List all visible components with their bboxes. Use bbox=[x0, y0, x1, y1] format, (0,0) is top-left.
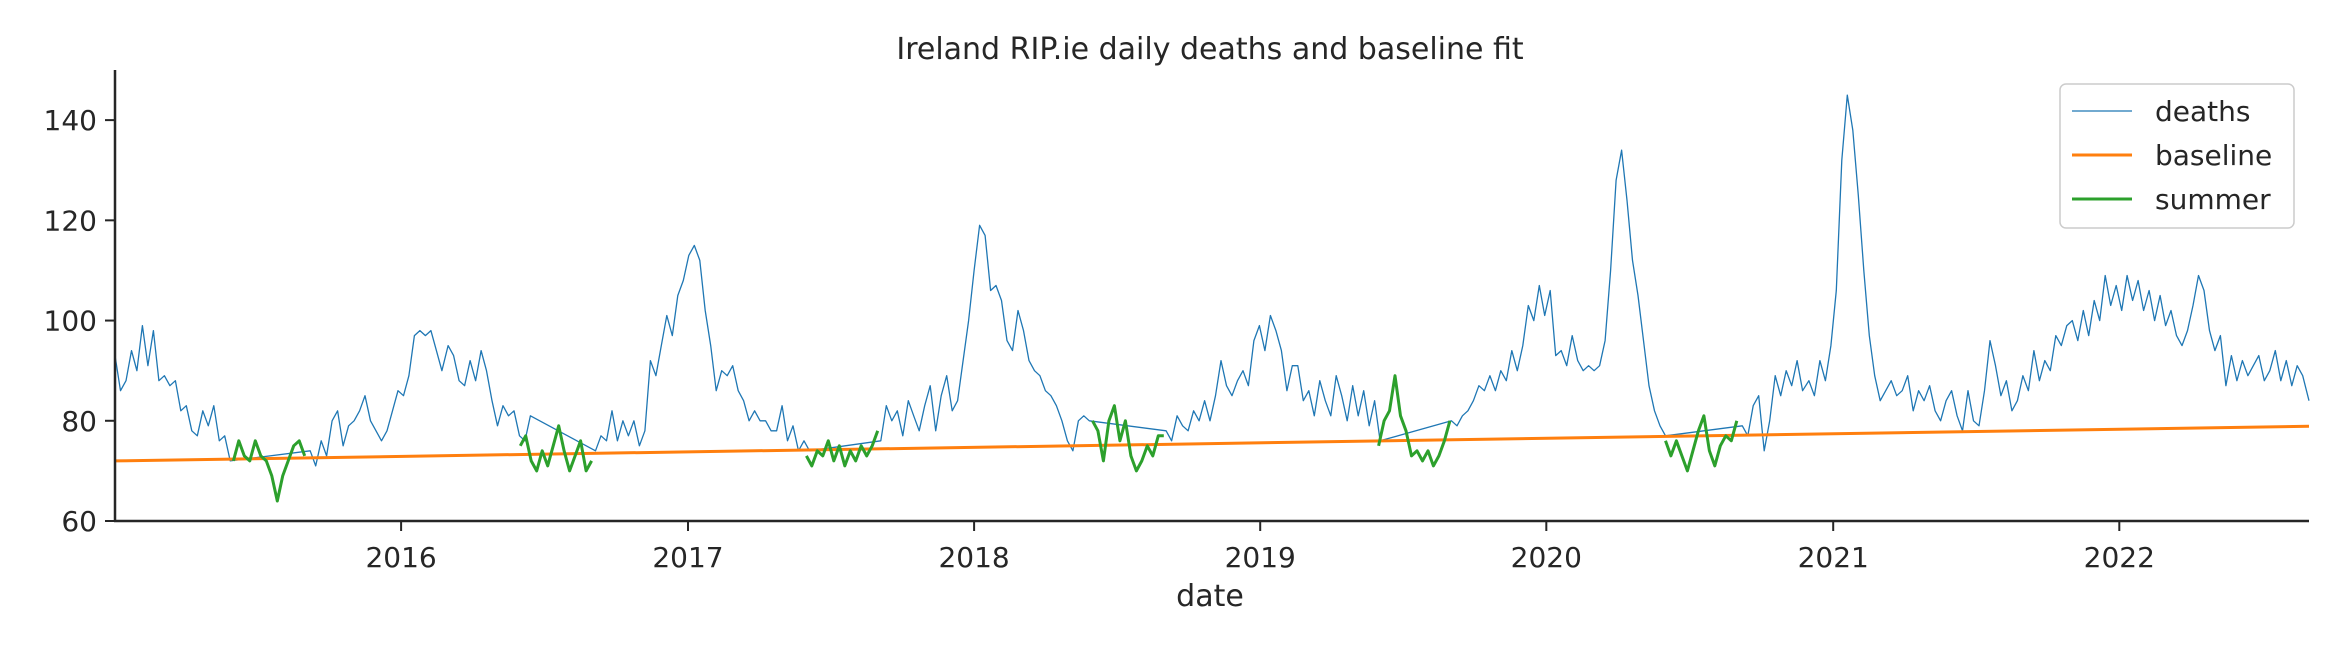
legend-box bbox=[2059, 83, 2295, 229]
x-tick-label: 2022 bbox=[2084, 541, 2155, 574]
x-tick-label: 2020 bbox=[1511, 541, 1582, 574]
series-line-summer bbox=[1377, 374, 1452, 468]
y-tick-label: 80 bbox=[61, 405, 97, 438]
legend: deaths baseline summer bbox=[2059, 83, 2295, 229]
y-ticks: 60 80 100 120 140 bbox=[44, 104, 115, 538]
x-ticks: 2016 2017 2018 2019 2020 2021 2022 bbox=[365, 521, 2155, 574]
x-tick-label: 2019 bbox=[1225, 541, 1296, 574]
y-tick-label: 140 bbox=[44, 104, 97, 137]
y-tick-label: 120 bbox=[44, 204, 97, 237]
y-tick-label: 60 bbox=[61, 505, 97, 538]
y-tick-label: 100 bbox=[44, 305, 97, 338]
series-line-deaths bbox=[114, 94, 2310, 467]
x-tick-label: 2016 bbox=[365, 541, 436, 574]
series-line-baseline bbox=[114, 424, 2310, 463]
series-line-summer bbox=[231, 439, 307, 503]
x-axis-label: date bbox=[1176, 579, 1244, 614]
legend-label-summer: summer bbox=[2155, 183, 2271, 216]
series-line-summer bbox=[518, 424, 593, 473]
legend-label-baseline: baseline bbox=[2155, 139, 2272, 172]
series-layer bbox=[114, 94, 2310, 503]
series-line-summer bbox=[1091, 404, 1164, 473]
x-tick-label: 2021 bbox=[1798, 541, 1869, 574]
series-line-summer bbox=[1664, 414, 1739, 473]
x-tick-label: 2018 bbox=[938, 541, 1009, 574]
series-line-summer bbox=[805, 430, 880, 468]
x-tick-label: 2017 bbox=[652, 541, 723, 574]
legend-label-deaths: deaths bbox=[2155, 95, 2250, 128]
chart-title: Ireland RIP.ie daily deaths and baseline… bbox=[896, 32, 1524, 67]
